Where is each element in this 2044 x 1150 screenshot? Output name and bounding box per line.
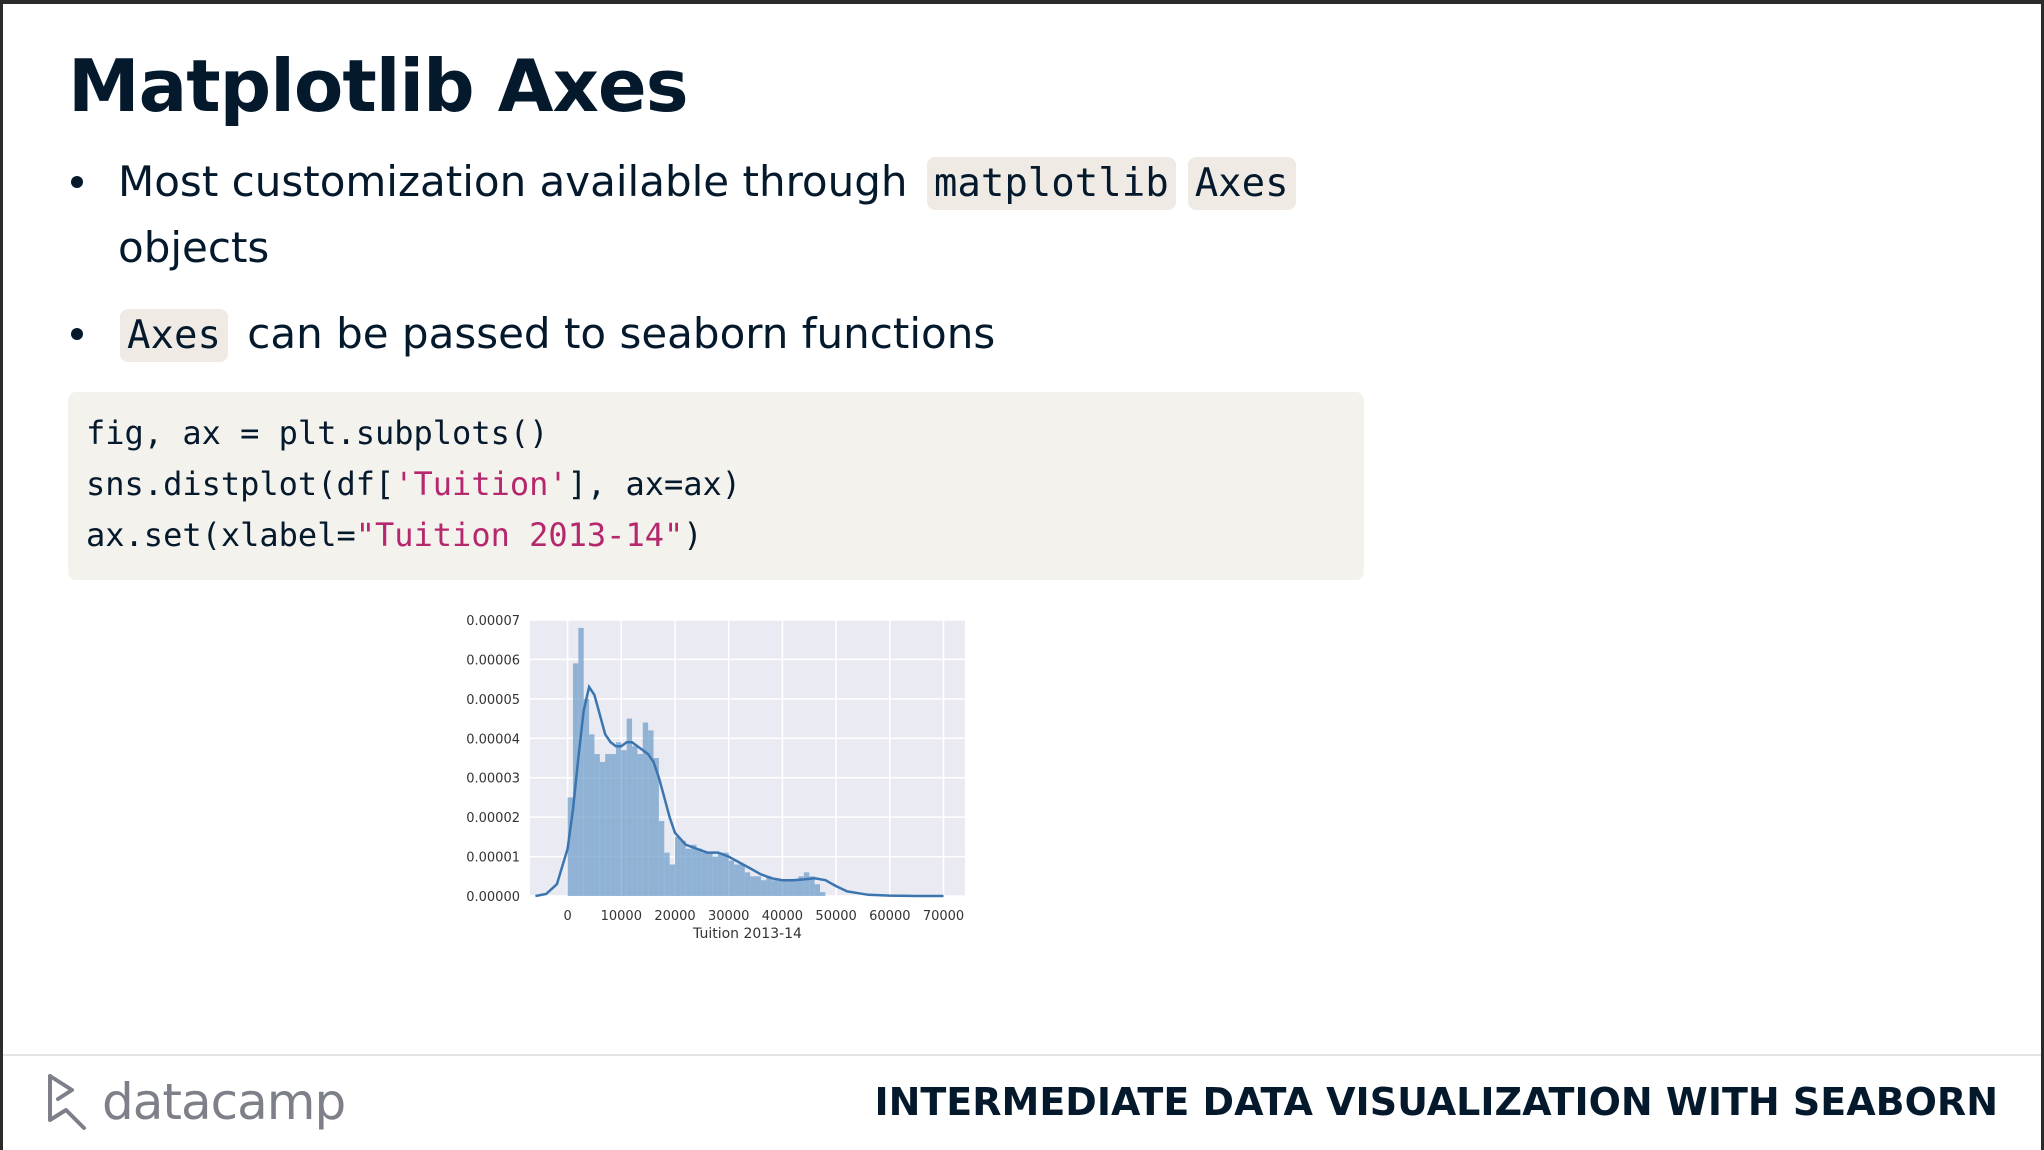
histogram-bar bbox=[583, 698, 590, 896]
code-string: 'Tuition' bbox=[394, 465, 568, 503]
histogram-bar bbox=[599, 761, 606, 896]
x-tick-label: 30000 bbox=[708, 909, 749, 924]
datacamp-logo-icon bbox=[48, 1074, 86, 1130]
histogram-bar bbox=[664, 852, 670, 896]
code-text: fig, ax = plt.subplots() bbox=[86, 414, 549, 452]
histogram-bar bbox=[589, 734, 595, 896]
histogram-bar bbox=[707, 852, 713, 896]
inline-code-matplotlib: matplotlib bbox=[926, 157, 1176, 210]
histogram-bar bbox=[701, 852, 708, 896]
y-tick-label: 0.00003 bbox=[466, 772, 520, 787]
bullet-item-customization: Most customization available through mat… bbox=[68, 150, 1368, 280]
histogram-bar bbox=[782, 880, 788, 896]
x-tick-label: 10000 bbox=[601, 909, 642, 924]
histogram-bar bbox=[712, 856, 718, 896]
histogram-bar bbox=[771, 880, 778, 896]
code-line-3: ax.set(xlabel="Tuition 2013-14") bbox=[86, 510, 1346, 561]
y-tick-label: 0.00006 bbox=[466, 653, 520, 668]
histogram-bar bbox=[744, 872, 751, 896]
histogram-bar bbox=[820, 892, 826, 896]
x-tick-label: 70000 bbox=[923, 909, 964, 924]
histogram-bar bbox=[723, 852, 729, 896]
inline-code-axes: Axes bbox=[120, 309, 228, 362]
histogram-bar bbox=[755, 876, 761, 896]
histogram-bar bbox=[637, 754, 643, 896]
x-tick-label: 40000 bbox=[762, 909, 803, 924]
histogram-bar bbox=[632, 746, 638, 896]
histogram-bar bbox=[696, 848, 702, 896]
histogram-bar bbox=[809, 876, 815, 896]
code-text: ax.set(xlabel= bbox=[86, 516, 356, 554]
datacamp-logo: datacamp bbox=[44, 1072, 346, 1132]
y-axis-ticks: 0.00000 0.00001 0.00002 0.00003 0.00004 0.000… bbox=[466, 614, 520, 905]
histogram-bar bbox=[728, 860, 735, 896]
histogram-bar bbox=[680, 840, 686, 896]
x-axis-label: Tuition 2013-14 bbox=[692, 926, 802, 942]
bullet-text: Most customization available through bbox=[118, 157, 908, 206]
kde-line bbox=[535, 683, 944, 898]
page-title: Matplotlib Axes bbox=[68, 44, 689, 128]
x-tick-label: 0 bbox=[563, 909, 571, 924]
code-line-1: fig, ax = plt.subplots() bbox=[86, 408, 1346, 459]
code-text: ], ax=ax) bbox=[567, 465, 742, 503]
bullet-dot bbox=[71, 328, 83, 340]
code-line-2: sns.distplot(df['Tuition'], ax=ax) bbox=[86, 459, 1346, 510]
histogram-bar bbox=[567, 797, 573, 896]
x-tick-label: 60000 bbox=[869, 909, 910, 924]
bullet-item-axes-passed: Axes can be passed to seaborn functions bbox=[68, 302, 1368, 368]
histogram-bar bbox=[653, 758, 659, 896]
code-text: sns.distplot(df[ bbox=[86, 465, 395, 503]
histogram-bar bbox=[798, 876, 804, 896]
y-tick-label: 0.00000 bbox=[466, 890, 520, 905]
brand-name: datacamp bbox=[102, 1073, 346, 1131]
histogram-bar bbox=[777, 880, 783, 896]
code-block: fig, ax = plt.subplots() sns.distplot(df… bbox=[68, 392, 1364, 580]
histogram-bar bbox=[734, 864, 740, 896]
histogram-bar bbox=[766, 876, 772, 896]
histogram-bar bbox=[787, 880, 794, 896]
histogram-bar bbox=[803, 872, 810, 896]
histogram-bar bbox=[578, 627, 584, 896]
code-text: ) bbox=[683, 516, 703, 554]
y-tick-label: 0.00007 bbox=[466, 614, 520, 629]
histogram-bar bbox=[750, 876, 756, 896]
code-string: "Tuition 2013-14" bbox=[355, 516, 684, 554]
bullet-text-continued: objects bbox=[118, 223, 270, 272]
histogram-bars bbox=[567, 627, 826, 896]
x-tick-label: 50000 bbox=[815, 909, 856, 924]
course-title: INTERMEDIATE DATA VISUALIZATION WITH SEA… bbox=[874, 1080, 1998, 1124]
histogram-bar bbox=[621, 750, 627, 896]
histogram-bar bbox=[717, 852, 724, 896]
histogram-bar bbox=[760, 880, 767, 896]
histogram-bar bbox=[605, 754, 611, 896]
histogram-bar bbox=[648, 730, 654, 896]
bullet-dot bbox=[71, 176, 83, 188]
histogram-bar bbox=[610, 754, 616, 896]
x-axis-ticks: 0 10000 20000 30000 40000 50000 60000 70000 bbox=[563, 909, 964, 924]
y-tick-label: 0.00001 bbox=[466, 851, 520, 866]
histogram-bar bbox=[739, 864, 745, 896]
histogram-bar bbox=[685, 848, 692, 896]
bullet-text: can be passed to seaborn functions bbox=[247, 309, 996, 358]
histogram-bar bbox=[594, 754, 600, 896]
x-tick-label: 20000 bbox=[654, 909, 695, 924]
histogram-bar bbox=[615, 742, 622, 896]
bullet-list: Most customization available through mat… bbox=[68, 150, 1368, 368]
histogram-chart: 0.00000 0.00001 0.00002 0.00003 0.00004 0.000… bbox=[466, 614, 965, 942]
histogram-bar bbox=[675, 836, 681, 896]
histogram-bar bbox=[669, 864, 675, 896]
footer-divider bbox=[3, 1054, 2041, 1056]
y-tick-label: 0.00002 bbox=[466, 811, 520, 826]
histogram-bar bbox=[814, 884, 820, 896]
y-tick-label: 0.00004 bbox=[466, 732, 520, 747]
histogram-bar bbox=[642, 722, 649, 896]
histogram-bar bbox=[626, 718, 633, 896]
inline-code-axes: Axes bbox=[1187, 157, 1296, 210]
histogram-bar bbox=[793, 880, 799, 896]
histogram-bar bbox=[691, 844, 697, 896]
histogram-bar bbox=[658, 821, 665, 896]
y-tick-label: 0.00005 bbox=[466, 693, 520, 708]
